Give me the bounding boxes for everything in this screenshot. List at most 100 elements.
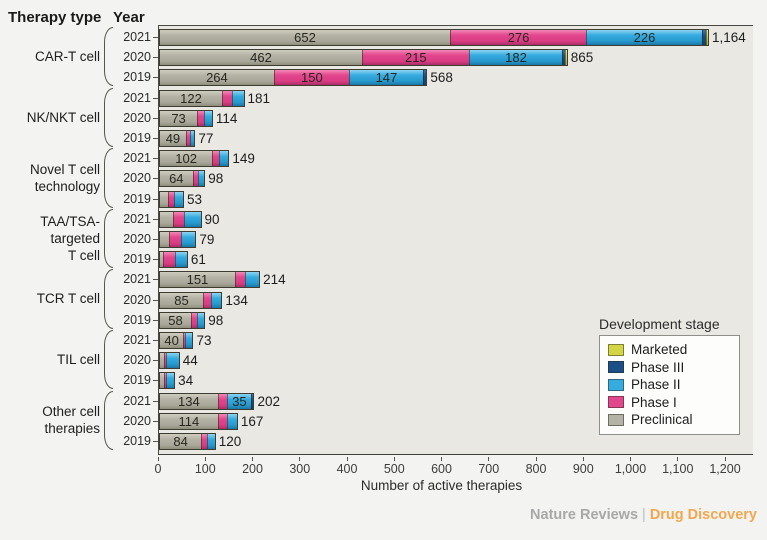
bar-total-label: 79 [199, 232, 215, 247]
segment-phase1 [222, 90, 233, 106]
stacked-bar [159, 210, 202, 228]
segment-phase2: 182 [468, 50, 563, 66]
segment-value-label: 84 [173, 434, 188, 449]
segment-phase1 [172, 211, 185, 227]
segment-preclinical: 102 [160, 151, 213, 167]
bar-row-car-t-cell-2020: 2020 462 215 182 865 [123, 49, 593, 67]
segment-phase1 [202, 292, 211, 308]
segment-value-label: 122 [180, 90, 202, 106]
year-label: 2019 [123, 312, 151, 327]
bar-row-nk-nkt-cell-2021: 2021 122 181 [123, 89, 270, 107]
segment-phase2 [165, 373, 175, 389]
segment-phase1: 215 [362, 50, 469, 66]
segment-preclinical [160, 191, 169, 207]
segment-preclinical: 122 [160, 90, 223, 106]
segment-phase1 [192, 171, 199, 187]
bar-row-til-cell-2021: 2021 40 73 [123, 332, 212, 349]
segment-phase2 [180, 232, 196, 247]
segment-marketed [705, 30, 708, 45]
group-label: TCR T cell [36, 291, 100, 307]
segment-phase2 [206, 434, 215, 449]
bar-total-label: 114 [215, 110, 238, 126]
group-bracket [104, 269, 113, 329]
year-tick [153, 117, 158, 119]
bar-row-novel-t-cell-technology-2019: 2019 53 [123, 190, 202, 208]
bar-total-label: 568 [430, 70, 453, 86]
x-axis-tick-label: 400 [336, 462, 358, 476]
x-axis-tick [677, 456, 679, 461]
legend-entry-label: Phase III [631, 359, 685, 375]
segment-preclinical: 49 [160, 131, 186, 146]
preclinical-swatch-icon [608, 413, 624, 426]
bar-row-taa-tsa-targeted-t-cell-2020: 2020 79 [123, 231, 215, 248]
segment-value-label: 147 [375, 70, 398, 86]
year-tick [153, 97, 158, 99]
bar-row-tcr-t-cell-2020: 2020 85 134 [123, 291, 248, 309]
legend: Marketed Phase III Phase II Phase I Preclini… [599, 335, 740, 435]
group-bracket [104, 330, 113, 390]
segment-preclinical [160, 373, 164, 389]
x-axis-tick-label: 500 [383, 462, 405, 476]
year-label: 2020 [123, 232, 151, 246]
segment-phase1 [163, 353, 167, 369]
x-axis-tick [299, 456, 301, 461]
segment-phase1: 150 [273, 70, 349, 86]
year-label: 2020 [123, 50, 151, 65]
segment-phase3 [562, 50, 566, 66]
year-label: 2020 [123, 110, 151, 125]
bar-total-label: 134 [225, 292, 248, 308]
segment-preclinical [160, 252, 164, 268]
bar-row-car-t-cell-2021: 2021 652 276 226 1,164 [123, 29, 746, 46]
group-label: Other cell therapies [42, 404, 100, 437]
stacked-bar: 49 [159, 130, 196, 147]
legend-entry-marketed: Marketed [608, 341, 731, 359]
segment-phase1 [197, 110, 204, 126]
bar-row-tcr-t-cell-2021: 2021 151 214 [123, 271, 286, 289]
segment-preclinical: 64 [160, 171, 193, 187]
segment-phase1 [163, 373, 166, 389]
segment-preclinical: 462 [160, 50, 363, 66]
year-tick [153, 138, 158, 139]
segment-preclinical: 73 [160, 110, 198, 126]
group-bracket [104, 87, 113, 147]
segment-phase1 [190, 312, 198, 328]
segment-value-label: 462 [250, 50, 272, 66]
year-label: 2020 [123, 292, 151, 307]
year-tick [153, 57, 158, 59]
x-axis-tick [582, 456, 584, 461]
year-tick [153, 380, 158, 382]
year-label: 2019 [123, 434, 151, 448]
segment-phase2 [210, 292, 222, 308]
bar-total-label: 34 [178, 373, 194, 389]
year-tick [153, 441, 158, 442]
segment-preclinical [160, 232, 169, 247]
group-label: TIL cell [56, 352, 100, 368]
year-label: 2020 [123, 171, 151, 186]
stacked-bar: 73 [159, 109, 213, 127]
x-axis-tick [393, 456, 395, 461]
segment-phase2 [219, 151, 229, 167]
x-axis-tick-label: 1,200 [709, 462, 741, 476]
legend-entry-phase1: Phase I [608, 394, 731, 412]
year-tick [153, 360, 158, 362]
segment-value-label: 264 [206, 70, 228, 86]
year-tick [153, 400, 158, 402]
marketed-swatch-icon [608, 343, 624, 356]
segment-value-label: 276 [507, 30, 530, 45]
x-axis-tick [488, 456, 490, 461]
stacked-bar: 58 [159, 311, 206, 329]
segment-value-label: 182 [505, 50, 527, 66]
stacked-bar: 134 35 [159, 392, 255, 410]
segment-value-label: 35 [232, 393, 247, 409]
year-header: Year [113, 9, 145, 26]
bar-row-nk-nkt-cell-2020: 2020 73 114 [123, 109, 238, 127]
bar-total-label: 44 [182, 353, 198, 369]
segment-preclinical [160, 211, 173, 227]
segment-value-label: 151 [186, 272, 209, 288]
group-bracket [104, 27, 113, 87]
bar-row-other-cell-therapies-2021: 2021 134 35 202 [123, 392, 280, 410]
stacked-bar [159, 352, 180, 370]
legend-entry-label: Marketed [631, 342, 688, 358]
segment-value-label: 226 [633, 30, 656, 45]
